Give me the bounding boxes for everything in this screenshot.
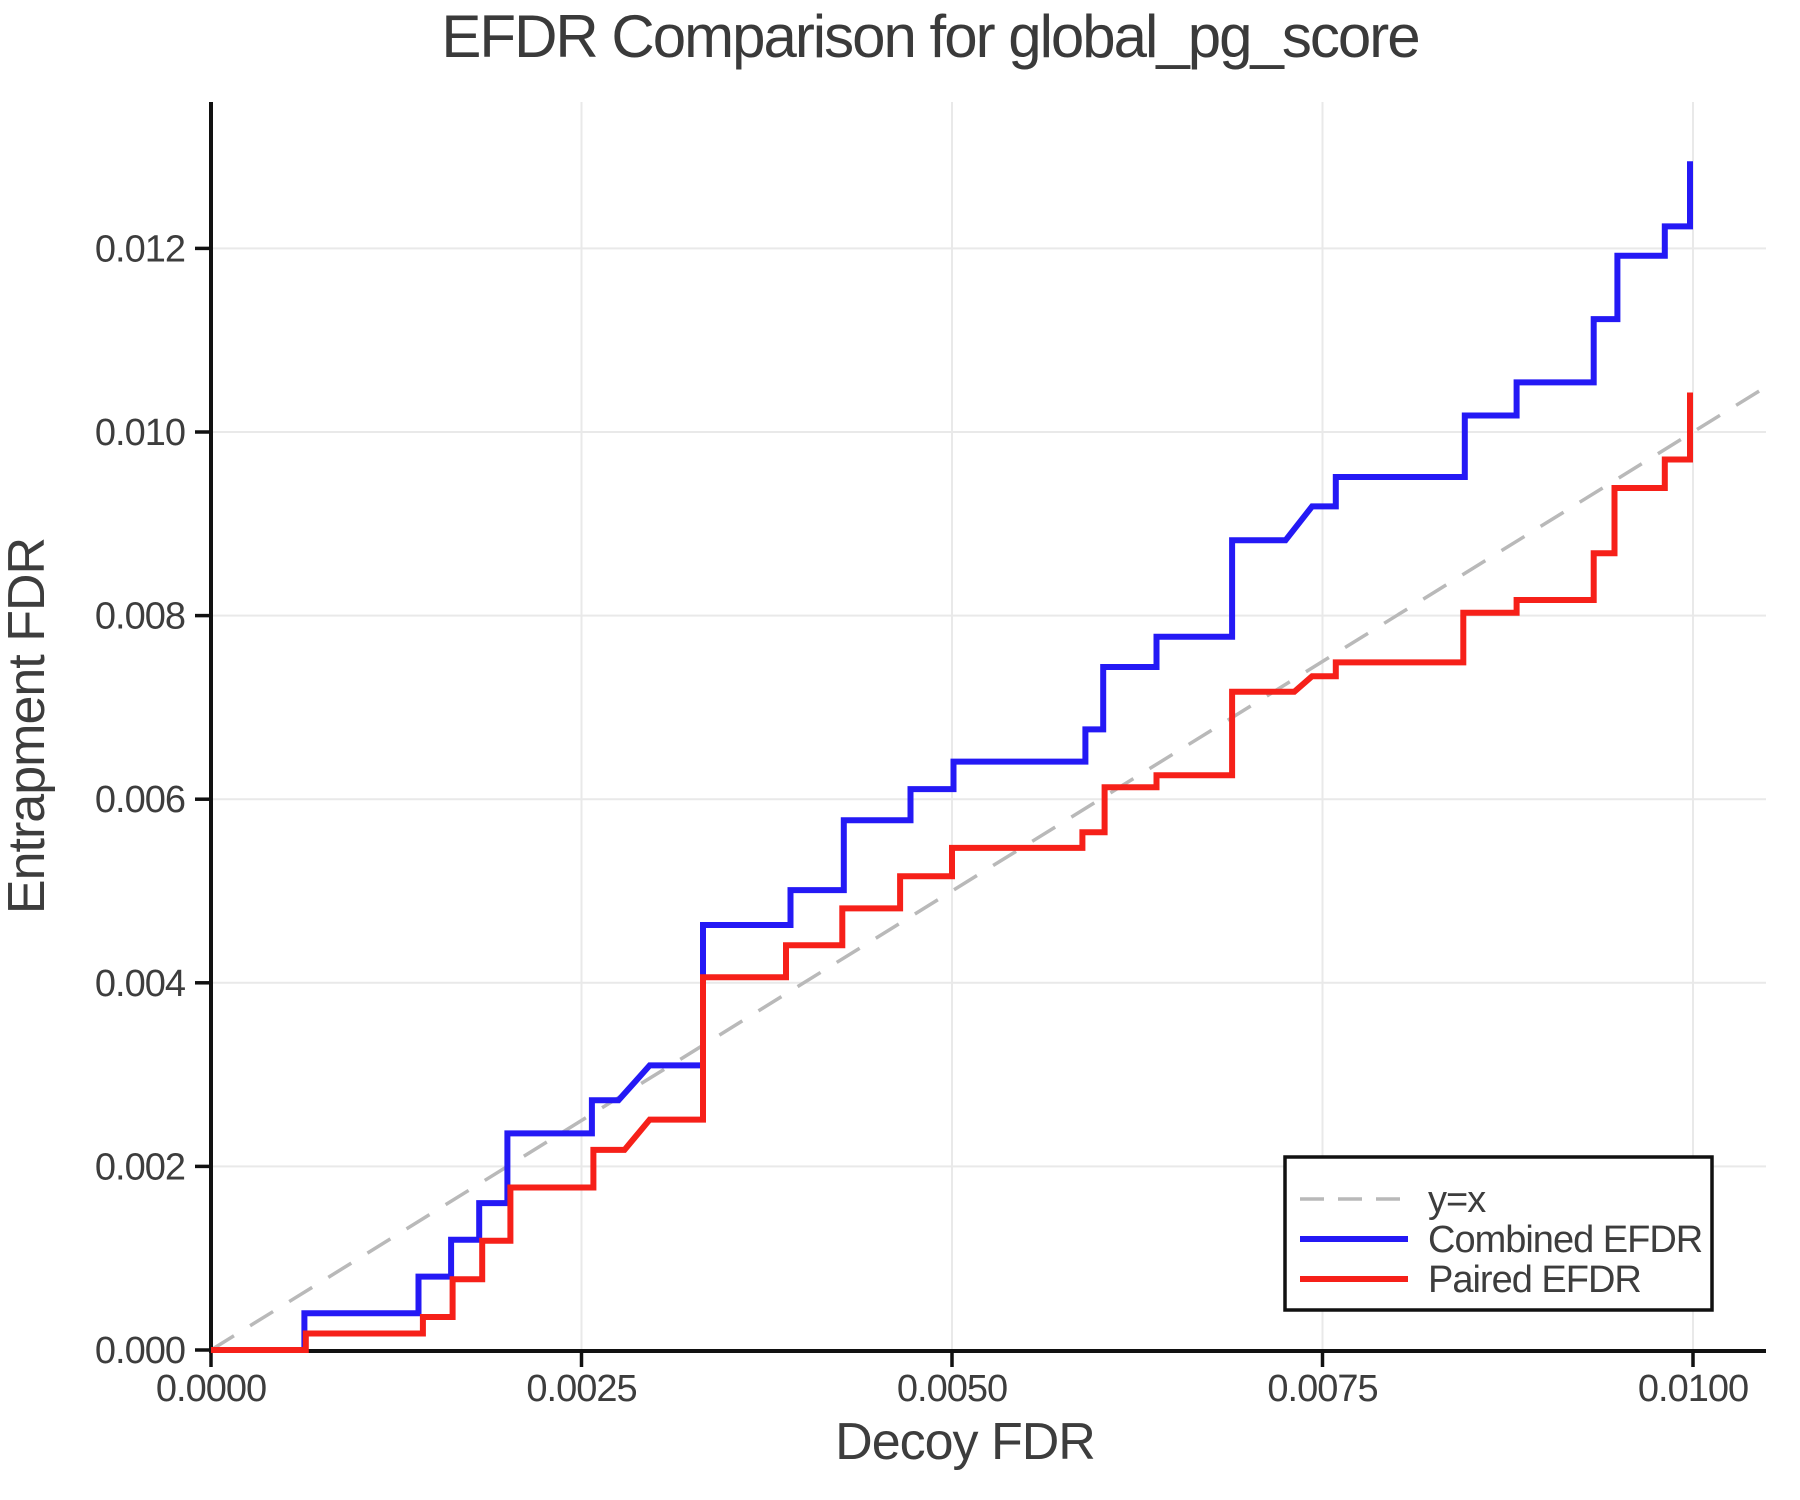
legend-label-identity: y=x xyxy=(1428,1179,1486,1221)
x-tick-label: 0.0025 xyxy=(526,1368,636,1410)
y-tick-label: 0.008 xyxy=(95,596,185,638)
x-tick-label: 0.0100 xyxy=(1638,1368,1748,1410)
y-axis-label: Entrapment FDR xyxy=(0,538,56,914)
paired-efdr-line xyxy=(211,392,1693,1353)
combined-efdr-line xyxy=(211,161,1693,1353)
gridlines xyxy=(211,102,1766,1350)
x-tick-label: 0.0050 xyxy=(897,1368,1007,1410)
legend-label-combined: Combined EFDR xyxy=(1428,1219,1702,1261)
x-axis-label: Decoy FDR xyxy=(835,1413,1095,1471)
y-tick-label: 0.006 xyxy=(95,779,185,821)
x-tick-label: 0.0075 xyxy=(1267,1368,1377,1410)
legend-box xyxy=(1283,1155,1714,1312)
chart-title: EFDR Comparison for global_pg_score xyxy=(441,3,1418,70)
identity-line xyxy=(210,385,1767,1352)
y-tick-label: 0.000 xyxy=(95,1330,185,1372)
x-tick-label: 0.0000 xyxy=(156,1368,266,1410)
y-tick-label: 0.012 xyxy=(95,228,185,270)
y-tick-label: 0.010 xyxy=(95,412,185,454)
legend: y=x Combined EFDR Paired EFDR xyxy=(1283,1155,1714,1312)
y-tick-label: 0.004 xyxy=(95,963,186,1005)
axis-ticks xyxy=(195,246,1695,1367)
axis-tick-labels: 0.0000 0.0025 0.0050 0.0075 0.0100 0.000 0.002… xyxy=(95,228,1749,1410)
y-tick-label: 0.002 xyxy=(95,1146,185,1188)
legend-label-paired: Paired EFDR xyxy=(1428,1259,1641,1301)
